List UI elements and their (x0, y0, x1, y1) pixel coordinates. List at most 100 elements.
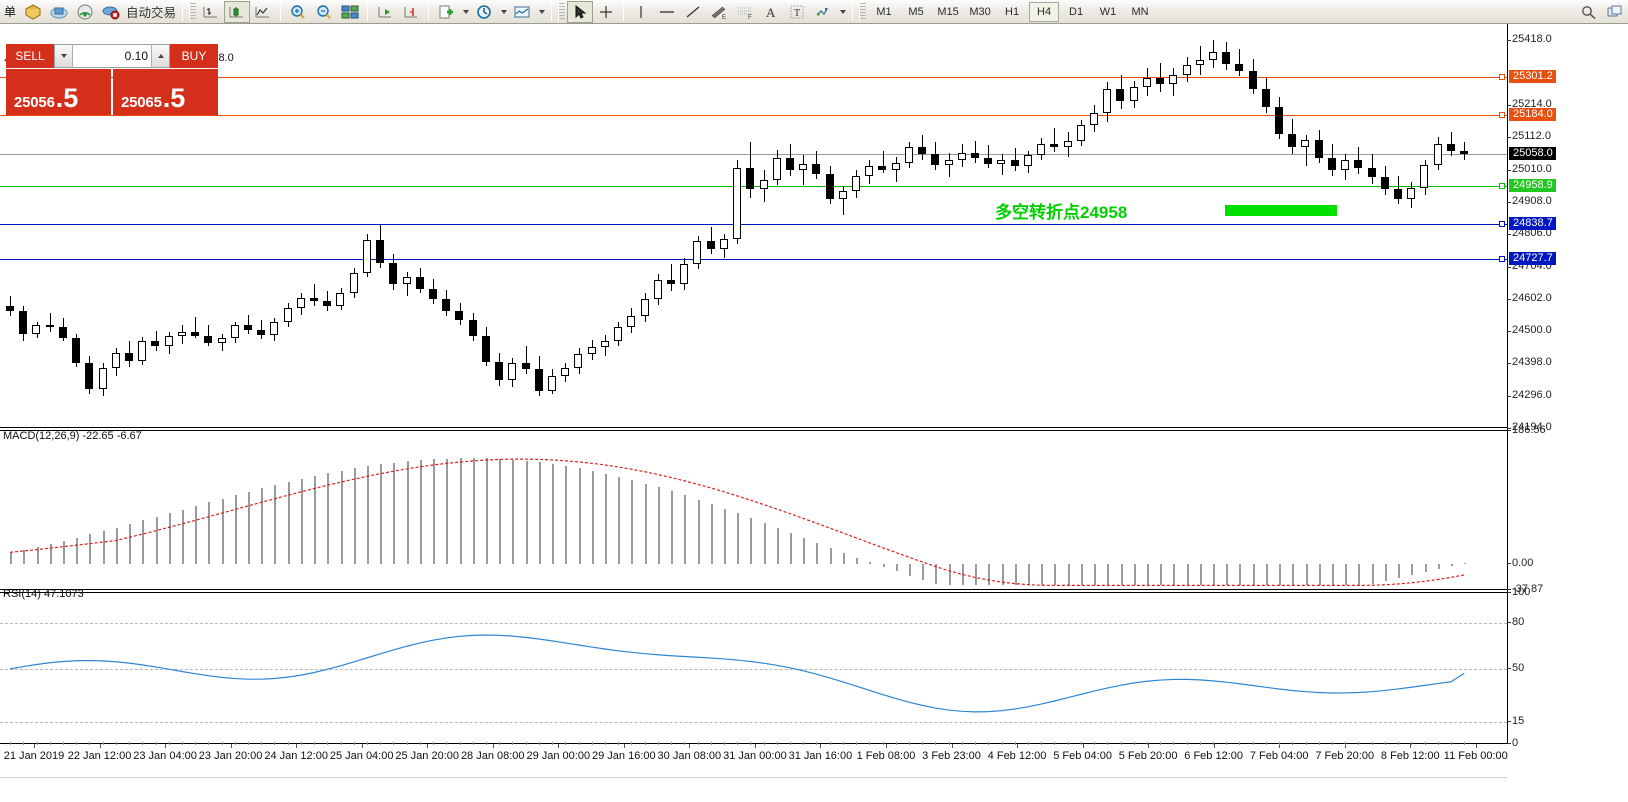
price-scale[interactable] (1508, 48, 1628, 802)
restore-window-icon[interactable] (1602, 1, 1628, 23)
candle-body (601, 340, 609, 347)
volume-dropdown-icon[interactable] (55, 45, 73, 67)
equidistant-channel-icon[interactable]: E (706, 1, 732, 23)
time-tick (1017, 744, 1019, 748)
time-minor-tick (1080, 742, 1082, 745)
time-minor-tick (23, 742, 25, 745)
objects-dropdown[interactable] (836, 1, 848, 23)
candle-wick (248, 314, 249, 335)
crosshair-icon[interactable] (593, 1, 619, 23)
time-tick (1344, 744, 1346, 748)
time-tick-label: 29 Jan 16:00 (592, 750, 656, 762)
auto-scroll-icon[interactable] (372, 1, 398, 23)
price-level-label[interactable]: 24958.9 (1509, 178, 1556, 192)
time-minor-tick (803, 742, 805, 745)
cloud-icon[interactable] (46, 1, 72, 23)
macd-pane[interactable] (0, 430, 1507, 590)
fibonacci-icon[interactable]: F (732, 1, 758, 23)
volume-increment-icon[interactable] (151, 45, 169, 67)
search-icon[interactable] (1576, 1, 1602, 23)
auto-trading-label[interactable]: 自动交易 (126, 6, 177, 20)
price-tick (1507, 395, 1511, 397)
tile-windows-icon[interactable] (337, 1, 363, 23)
price-level-line[interactable] (0, 77, 1507, 79)
advisor-icon[interactable] (98, 1, 124, 23)
envelope-icon[interactable] (20, 1, 46, 23)
bar-chart-icon[interactable] (198, 1, 224, 23)
time-minor-tick (790, 742, 792, 745)
rsi-tick-label: 15 (1512, 715, 1525, 728)
period-icon[interactable] (471, 1, 497, 23)
timeframe-mn[interactable]: MN (1131, 5, 1149, 18)
line-handle[interactable] (1499, 256, 1505, 263)
rsi-pane[interactable] (0, 592, 1507, 744)
price-level-line[interactable] (0, 259, 1507, 261)
candle-body (244, 324, 252, 331)
text-label-icon[interactable]: A (758, 1, 784, 23)
timeframe-d1[interactable]: D1 (1069, 5, 1084, 18)
vertical-line-icon[interactable] (628, 1, 654, 23)
macd-histogram-bar (988, 564, 990, 586)
timeframe-m30[interactable]: M30 (969, 5, 991, 18)
period-dropdown[interactable] (497, 1, 509, 23)
price-level-label[interactable]: 24727.7 (1509, 252, 1556, 266)
price-level-line[interactable] (0, 154, 1507, 156)
new-template-dropdown[interactable] (459, 1, 471, 23)
timeframe-h1[interactable]: H1 (1005, 5, 1020, 18)
time-tick-label: 11 Feb 00:00 (1443, 750, 1508, 762)
green-highlight-block[interactable] (1225, 204, 1337, 216)
macd-histogram-bar (1226, 564, 1228, 586)
zoom-in-icon[interactable] (285, 1, 311, 23)
current-price-label[interactable]: 25058.0 (1509, 147, 1556, 161)
buy-price-integer: 25065 (121, 94, 162, 111)
cursor-icon[interactable] (567, 0, 594, 23)
candle-wick (261, 319, 262, 340)
line-handle[interactable] (1499, 111, 1505, 118)
chart-shift-icon[interactable] (398, 1, 424, 23)
macd-histogram-bar (63, 540, 65, 564)
time-minor-tick (1252, 742, 1254, 745)
volume-value[interactable]: 0.10 (124, 49, 148, 63)
new-template-icon[interactable] (433, 1, 459, 23)
horizontal-line-icon[interactable] (654, 1, 680, 23)
one-click-trading-panel[interactable]: SELL 0.10 BUY 25056 .5 25065 .5 (6, 44, 218, 116)
indicators-icon[interactable] (509, 1, 535, 23)
price-level-label[interactable]: 25301.2 (1509, 70, 1556, 84)
buy-price-button[interactable]: 25065 .5 (113, 69, 218, 115)
sell-button[interactable]: SELL (6, 44, 54, 68)
zoom-out-icon[interactable] (311, 1, 337, 23)
trend-line-icon[interactable] (680, 1, 706, 23)
chart-area[interactable]: DJ30-,H4 25070.0 25075.0 25044.0 25058.0… (0, 24, 1628, 802)
indicators-dropdown[interactable] (535, 1, 547, 23)
timeframe-h4[interactable]: H4 (1029, 1, 1060, 22)
chart-annotation-text[interactable]: 多空转折点24958 (995, 202, 1128, 222)
time-tick (820, 744, 822, 748)
time-minor-tick (1451, 742, 1452, 745)
time-minor-tick (657, 742, 659, 745)
time-minor-tick (1265, 742, 1267, 745)
volume-field[interactable]: 0.10 (54, 44, 170, 68)
candle-body (403, 276, 411, 285)
line-chart-icon[interactable] (250, 1, 276, 23)
line-handle[interactable] (1499, 182, 1505, 189)
timeframe-m1[interactable]: M1 (876, 5, 892, 18)
objects-icon[interactable] (810, 1, 836, 23)
buy-button[interactable]: BUY (170, 44, 218, 68)
text-box-icon[interactable]: T (784, 1, 810, 23)
line-handle[interactable] (1499, 74, 1505, 81)
macd-histogram-bar (1411, 564, 1413, 576)
timeframe-m15[interactable]: M15 (937, 5, 959, 18)
sell-price-button[interactable]: 25056 .5 (6, 69, 111, 115)
candle-body (6, 305, 14, 312)
price-pane[interactable] (0, 24, 1507, 428)
price-level-label[interactable]: 24838.7 (1509, 216, 1556, 230)
price-level-line[interactable] (0, 223, 1507, 225)
candlestick-chart-icon[interactable] (224, 0, 251, 23)
line-handle[interactable] (1499, 220, 1505, 227)
timeframe-w1[interactable]: W1 (1099, 5, 1117, 18)
price-level-line[interactable] (0, 114, 1507, 116)
time-tick (492, 744, 494, 748)
timeframe-m5[interactable]: M5 (908, 5, 924, 18)
price-level-label[interactable]: 25184.0 (1509, 107, 1556, 121)
signal-icon[interactable] (72, 1, 98, 23)
